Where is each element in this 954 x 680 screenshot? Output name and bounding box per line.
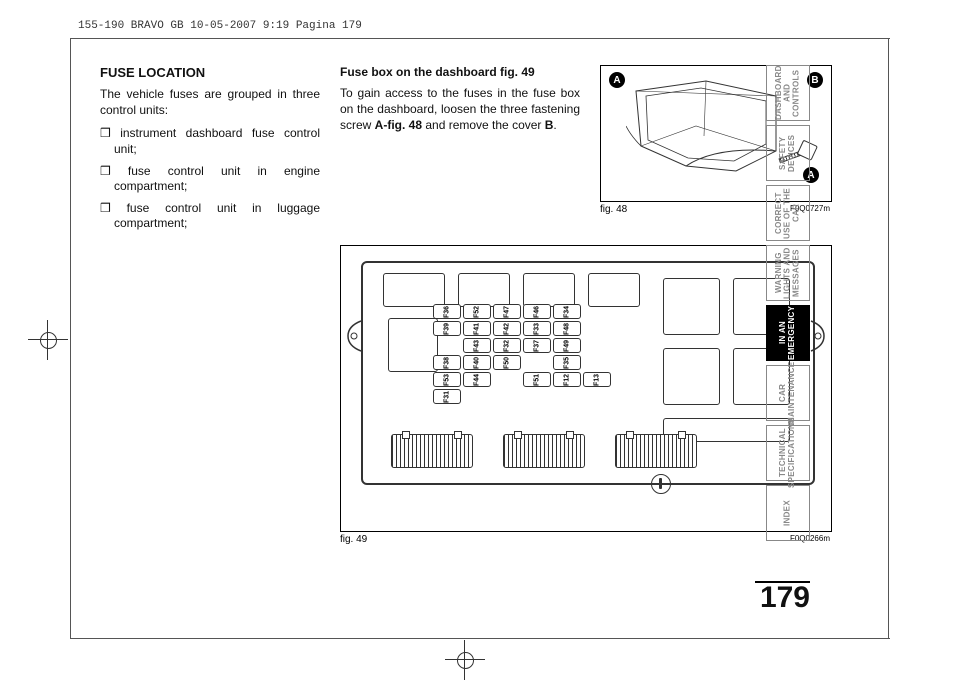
figure-49-image: F36F52F47F46F34F39F41F42F33F48F43F32F37F… (340, 245, 832, 532)
fuse-label: F13 (583, 372, 611, 387)
fuse-label: F43 (463, 338, 491, 353)
fuse-label: F44 (463, 372, 491, 387)
fuse-label: F51 (523, 372, 551, 387)
relay-slot (383, 273, 445, 307)
fuse-label: F39 (433, 321, 461, 336)
fuse-label: F32 (493, 338, 521, 353)
connector-row (391, 434, 697, 468)
caption-label: fig. 48 (600, 204, 627, 215)
section-tab[interactable]: CAR MAINTENANCE (766, 365, 810, 421)
page-content: FUSE LOCATION The vehicle fuses are grou… (100, 65, 820, 615)
section-tab[interactable]: IN AN EMERGENCY (766, 305, 810, 361)
fuse-label: F53 (433, 372, 461, 387)
text: and remove the cover (422, 118, 545, 132)
relay-slot (523, 273, 575, 307)
fuse-label: F48 (553, 321, 581, 336)
fuse-label: F41 (463, 321, 491, 336)
section-tab[interactable]: DASHBOARD AND CONTROLS (766, 65, 810, 121)
relay-slot (588, 273, 640, 307)
fuse-label: F47 (493, 304, 521, 319)
lock-icon (651, 474, 671, 494)
section-heading: FUSE LOCATION (100, 65, 320, 80)
crop-line (888, 38, 889, 638)
bullet-item: ❒ instrument dashboard fuse control unit… (100, 126, 320, 157)
column-2: Fuse box on the dashboard fig. 49 To gai… (340, 65, 580, 142)
connector-icon (615, 434, 697, 468)
fuse-label: F36 (433, 304, 461, 319)
registration-mark-icon (445, 640, 485, 680)
caption-label: fig. 49 (340, 534, 367, 545)
body-text: To gain access to the fuses in the fuse … (340, 85, 580, 134)
fuse-grid: F36F52F47F46F34F39F41F42F33F48F43F32F37F… (433, 304, 611, 404)
section-tab[interactable]: INDEX (766, 485, 810, 541)
text: . (553, 118, 556, 132)
fuse-label: F37 (523, 338, 551, 353)
section-tab[interactable]: CORRECT USE OF THE CAR (766, 185, 810, 241)
section-tab[interactable]: SAFETY DEVICES (766, 125, 810, 181)
relay-block (388, 318, 438, 372)
print-header: 155-190 BRAVO GB 10-05-2007 9:19 Pagina … (78, 20, 362, 32)
section-tab[interactable]: WARNING LIGHTS AND MESSAGES (766, 245, 810, 301)
crop-line (70, 38, 71, 638)
fuse-label: F42 (493, 321, 521, 336)
crop-line (70, 638, 890, 639)
fuse-label: F46 (523, 304, 551, 319)
bullet-item: ❒ fuse control unit in luggage compartme… (100, 201, 320, 232)
connector-icon (503, 434, 585, 468)
ref-bold: A-fig. 48 (375, 118, 422, 132)
figure-49-caption: fig. 49 F0Q0266m (340, 534, 830, 545)
fuse-label: F31 (433, 389, 461, 404)
bullet-item: ❒ fuse control unit in engine compartmen… (100, 164, 320, 195)
intro-text: The vehicle fuses are grouped in three c… (100, 86, 320, 118)
mount-ear-icon (346, 316, 366, 356)
dashboard-panel-drawing (626, 76, 786, 176)
fuse-label: F40 (463, 355, 491, 370)
fuse-label: F34 (553, 304, 581, 319)
fuse-label: F49 (553, 338, 581, 353)
figure-49: F36F52F47F46F34F39F41F42F33F48F43F32F37F… (340, 245, 830, 545)
fuse-label: F12 (553, 372, 581, 387)
fuse-label: F35 (553, 355, 581, 370)
fuse-label: F52 (463, 304, 491, 319)
callout-a: A (609, 72, 625, 88)
connector-icon (391, 434, 473, 468)
column-1: FUSE LOCATION The vehicle fuses are grou… (100, 65, 320, 238)
section-tab[interactable]: TECHNICAL SPECIFICATIONS (766, 425, 810, 481)
relay-slot (458, 273, 510, 307)
relay-block (663, 348, 720, 405)
fuse-label: F38 (433, 355, 461, 370)
fuse-label: F50 (493, 355, 521, 370)
fuse-label: F33 (523, 321, 551, 336)
page-number: 179 (760, 581, 820, 615)
section-heading: Fuse box on the dashboard fig. 49 (340, 65, 580, 79)
side-tabs: DASHBOARD AND CONTROLSSAFETY DEVICESCORR… (766, 65, 810, 545)
crop-line (70, 38, 890, 39)
relay-block (663, 278, 720, 335)
registration-mark-icon (28, 320, 68, 360)
